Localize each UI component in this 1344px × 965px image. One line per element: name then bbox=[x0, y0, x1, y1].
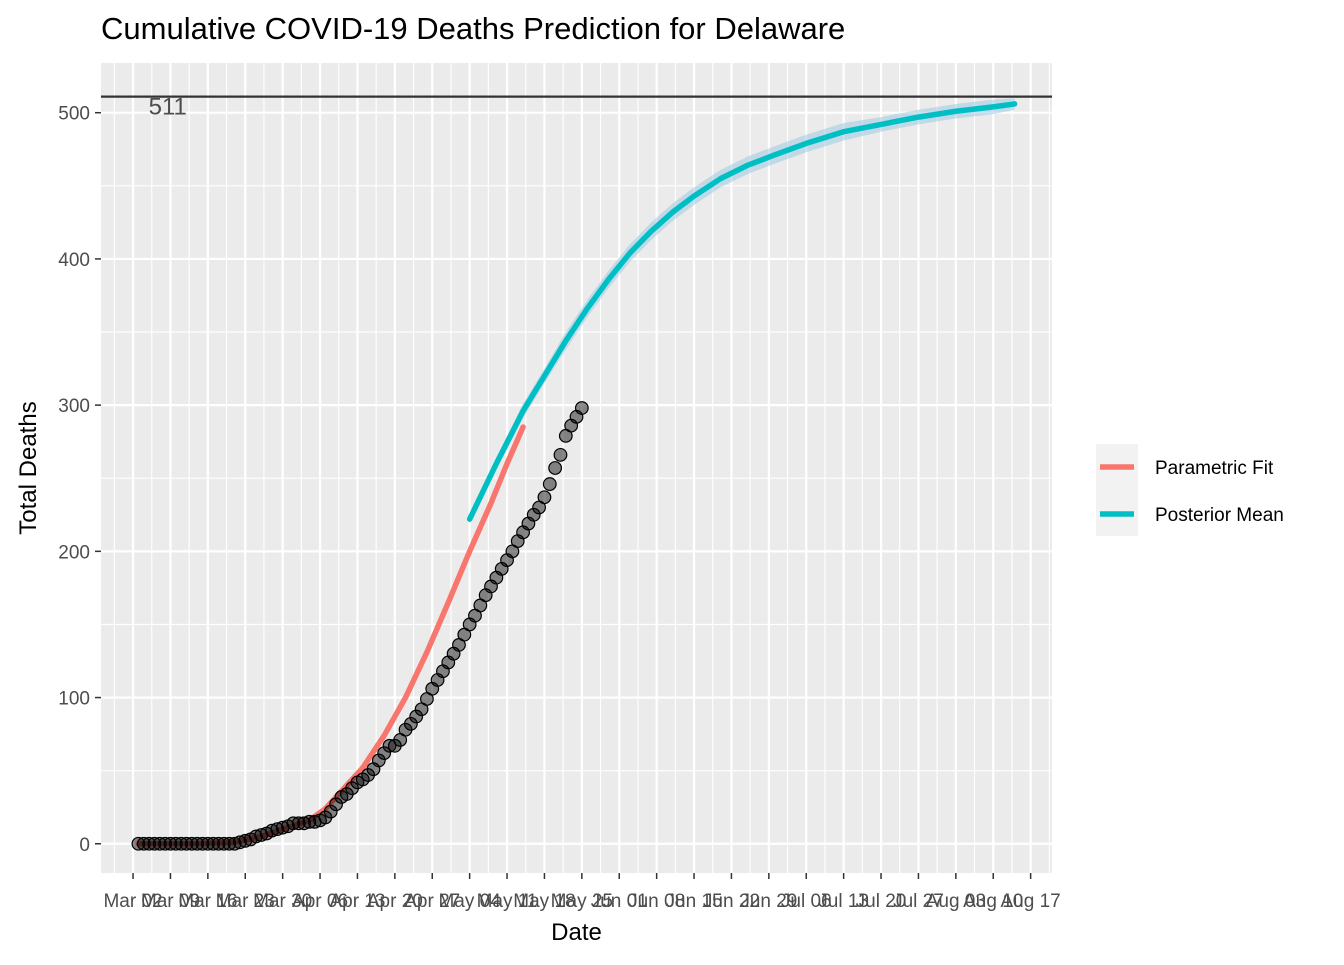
data-point bbox=[537, 490, 552, 505]
data-point bbox=[147, 836, 162, 851]
x-tick-label: Apr 13 bbox=[329, 891, 385, 912]
data-point bbox=[409, 709, 424, 724]
x-tick-label: Jul 27 bbox=[893, 891, 944, 912]
reference-line-layer: 511 bbox=[101, 94, 1052, 121]
x-tick-label: Apr 27 bbox=[404, 891, 460, 912]
legend: Parametric Fit Posterior Mean bbox=[1096, 444, 1284, 536]
x-tick-label: Mar 09 bbox=[141, 891, 200, 912]
data-point bbox=[184, 836, 199, 851]
data-point bbox=[553, 447, 568, 462]
series-line-posterior-mean bbox=[466, 101, 1018, 522]
x-tick-label: May 11 bbox=[477, 891, 538, 912]
x-axis-title: Date bbox=[551, 919, 602, 946]
x-tick-label: Aug 03 bbox=[926, 891, 986, 912]
data-point bbox=[302, 814, 317, 829]
data-point bbox=[265, 823, 279, 838]
data-point bbox=[329, 797, 343, 812]
data-point bbox=[286, 816, 301, 831]
x-tick-label: Mar 16 bbox=[178, 891, 237, 912]
x-tick-label: Jun 01 bbox=[591, 891, 648, 912]
data-point bbox=[548, 461, 563, 475]
major-grid bbox=[101, 63, 1052, 873]
data-point bbox=[200, 836, 215, 851]
x-tick-label: May 25 bbox=[551, 891, 613, 912]
data-point bbox=[131, 836, 146, 851]
data-point bbox=[142, 836, 156, 851]
x-tick-label: Jul 06 bbox=[781, 891, 832, 912]
data-point bbox=[323, 804, 338, 819]
x-tick-label: Mar 30 bbox=[253, 891, 312, 912]
plot-panel bbox=[101, 63, 1052, 873]
x-tick-label: Mar 23 bbox=[216, 891, 275, 912]
data-point bbox=[190, 836, 205, 851]
x-tick-label: Mar 02 bbox=[103, 891, 162, 912]
y-axis-title: Total Deaths bbox=[15, 401, 42, 534]
data-point bbox=[216, 836, 231, 851]
x-tick-label: May 18 bbox=[513, 891, 575, 912]
x-tick-label: Aug 17 bbox=[1001, 891, 1061, 912]
x-tick-label: Jul 13 bbox=[818, 891, 869, 912]
data-point bbox=[195, 836, 210, 851]
chart-title: Cumulative COVID-19 Deaths Prediction fo… bbox=[101, 11, 845, 46]
data-point bbox=[179, 836, 194, 851]
data-point bbox=[542, 477, 557, 491]
y-tick-label: 400 bbox=[58, 250, 90, 271]
x-tick-label: May 04 bbox=[438, 891, 501, 912]
x-tick-label: Jun 15 bbox=[666, 891, 723, 912]
data-point bbox=[574, 401, 589, 415]
data-point bbox=[297, 816, 311, 831]
data-point bbox=[371, 753, 386, 768]
data-point bbox=[403, 716, 418, 731]
data-point bbox=[211, 836, 226, 851]
data-point bbox=[168, 836, 183, 851]
x-tick-label: Aug 10 bbox=[963, 891, 1023, 912]
x-tick-label: Jun 29 bbox=[740, 891, 797, 912]
data-point bbox=[158, 836, 173, 851]
x-tick-label: Jun 22 bbox=[703, 891, 760, 912]
data-point bbox=[377, 746, 392, 761]
data-point bbox=[233, 835, 247, 850]
data-point bbox=[163, 836, 178, 851]
x-tick-label: Jul 20 bbox=[856, 891, 907, 912]
legend-label-parametric-fit: Parametric Fit bbox=[1155, 458, 1274, 479]
y-tick-label: 100 bbox=[58, 689, 90, 710]
y-tick-label: 200 bbox=[58, 542, 90, 563]
y-tick-label: 300 bbox=[58, 396, 90, 417]
x-tick-label: Apr 06 bbox=[292, 891, 348, 912]
data-point bbox=[249, 829, 263, 844]
y-tick-label: 0 bbox=[79, 835, 90, 856]
data-point bbox=[152, 836, 167, 851]
data-point bbox=[291, 816, 306, 831]
series-lines bbox=[135, 101, 1018, 847]
reference-line-label: 511 bbox=[149, 94, 187, 121]
x-tick-label: Apr 20 bbox=[367, 891, 423, 912]
data-point bbox=[526, 507, 541, 522]
legend-label-posterior-mean: Posterior Mean bbox=[1155, 505, 1284, 526]
data-point bbox=[222, 836, 237, 851]
data-point bbox=[382, 738, 397, 753]
data-point bbox=[136, 836, 151, 851]
data-point bbox=[355, 772, 370, 787]
minor-grid bbox=[101, 63, 1052, 873]
x-tick-label: Jun 08 bbox=[628, 891, 685, 912]
data-point bbox=[206, 836, 221, 851]
data-point bbox=[227, 836, 242, 851]
data-point bbox=[174, 836, 189, 851]
data-point bbox=[270, 822, 285, 837]
y-axis: 0 100 200 300 400 500 bbox=[58, 104, 101, 856]
observed-points bbox=[131, 401, 589, 851]
series-line-parametric-fit bbox=[135, 424, 526, 847]
y-tick-label: 500 bbox=[58, 104, 90, 125]
legend-key-background bbox=[1096, 444, 1138, 536]
